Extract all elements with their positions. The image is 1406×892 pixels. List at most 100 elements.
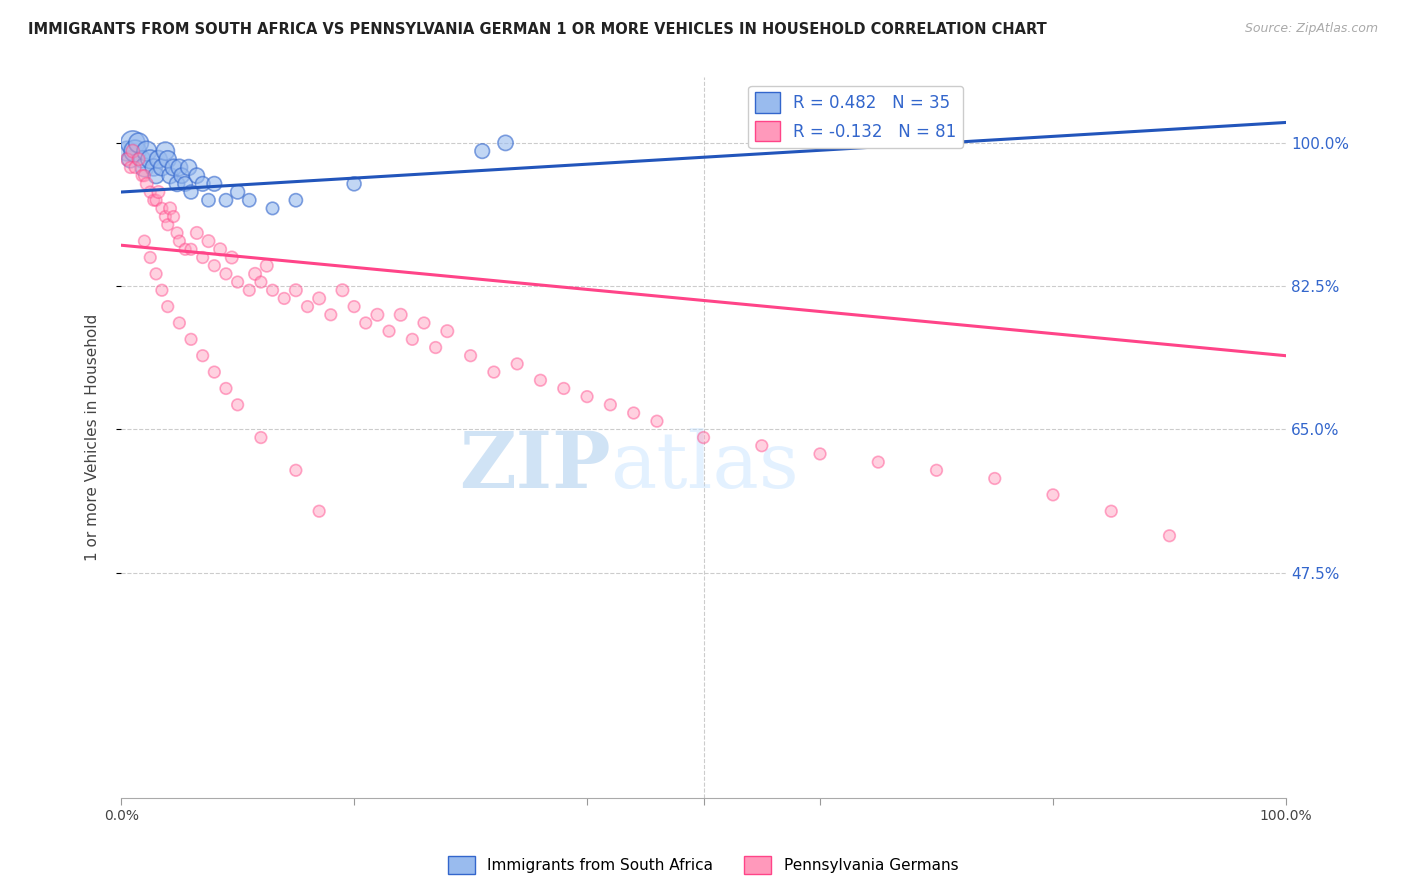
Point — [471, 144, 494, 158]
Point — [121, 136, 143, 150]
Point — [156, 153, 179, 167]
Point — [169, 316, 191, 330]
Point — [308, 504, 330, 518]
Point — [191, 177, 214, 191]
Point — [150, 283, 173, 297]
Point — [174, 177, 197, 191]
Point — [148, 153, 170, 167]
Point — [202, 177, 225, 191]
Point — [202, 259, 225, 273]
Point — [529, 373, 551, 387]
Point — [135, 177, 157, 191]
Point — [142, 193, 165, 207]
Point — [343, 300, 366, 314]
Point — [128, 136, 150, 150]
Point — [121, 144, 143, 158]
Point — [284, 193, 307, 207]
Point — [174, 243, 197, 257]
Point — [166, 177, 188, 191]
Point — [120, 153, 142, 167]
Point — [215, 193, 238, 207]
Point — [1159, 529, 1181, 543]
Point — [120, 161, 142, 175]
Point — [1099, 504, 1122, 518]
Point — [197, 234, 219, 248]
Point — [162, 161, 184, 175]
Point — [256, 259, 278, 273]
Point — [425, 341, 447, 355]
Point — [124, 161, 146, 175]
Point — [273, 292, 295, 306]
Point — [354, 316, 377, 330]
Point — [297, 300, 319, 314]
Point — [145, 169, 167, 183]
Point — [202, 365, 225, 379]
Point — [124, 144, 146, 158]
Point — [135, 144, 157, 158]
Point — [262, 283, 284, 297]
Point — [495, 136, 517, 150]
Point — [145, 267, 167, 281]
Point — [155, 144, 177, 158]
Point — [460, 349, 482, 363]
Point — [599, 398, 621, 412]
Point — [284, 463, 307, 477]
Point — [186, 226, 208, 240]
Point — [134, 169, 156, 183]
Legend: R = 0.482   N = 35, R = -0.132   N = 81: R = 0.482 N = 35, R = -0.132 N = 81 — [748, 86, 963, 148]
Point — [226, 275, 249, 289]
Point — [378, 324, 401, 338]
Point — [180, 243, 202, 257]
Point — [576, 390, 599, 404]
Text: atlas: atlas — [610, 428, 799, 504]
Point — [1042, 488, 1064, 502]
Point — [180, 332, 202, 346]
Point — [436, 324, 458, 338]
Point — [180, 185, 202, 199]
Point — [115, 144, 138, 158]
Point — [134, 161, 156, 175]
Text: Source: ZipAtlas.com: Source: ZipAtlas.com — [1244, 22, 1378, 36]
Point — [262, 202, 284, 216]
Point — [134, 234, 156, 248]
Point — [482, 365, 505, 379]
Legend: Immigrants from South Africa, Pennsylvania Germans: Immigrants from South Africa, Pennsylvan… — [441, 850, 965, 880]
Point — [150, 202, 173, 216]
Point — [197, 193, 219, 207]
Point — [159, 169, 181, 183]
Point — [139, 251, 162, 265]
Point — [156, 218, 179, 232]
Point — [155, 210, 177, 224]
Point — [150, 161, 173, 175]
Point — [191, 251, 214, 265]
Point — [366, 308, 388, 322]
Point — [128, 153, 150, 167]
Point — [401, 332, 423, 346]
Point — [215, 381, 238, 395]
Point — [343, 177, 366, 191]
Y-axis label: 1 or more Vehicles in Household: 1 or more Vehicles in Household — [86, 314, 100, 561]
Point — [284, 283, 307, 297]
Point — [209, 243, 232, 257]
Point — [645, 414, 668, 428]
Point — [139, 185, 162, 199]
Point — [925, 463, 948, 477]
Point — [159, 202, 181, 216]
Point — [142, 161, 165, 175]
Point — [623, 406, 645, 420]
Point — [162, 210, 184, 224]
Point — [808, 447, 831, 461]
Point — [238, 193, 260, 207]
Point — [389, 308, 412, 322]
Point — [170, 169, 193, 183]
Point — [238, 283, 260, 297]
Point — [166, 226, 188, 240]
Point — [250, 431, 273, 445]
Point — [226, 398, 249, 412]
Point — [308, 292, 330, 306]
Point — [332, 283, 354, 297]
Text: ZIP: ZIP — [458, 428, 610, 504]
Point — [243, 267, 266, 281]
Point — [250, 275, 273, 289]
Point — [177, 161, 200, 175]
